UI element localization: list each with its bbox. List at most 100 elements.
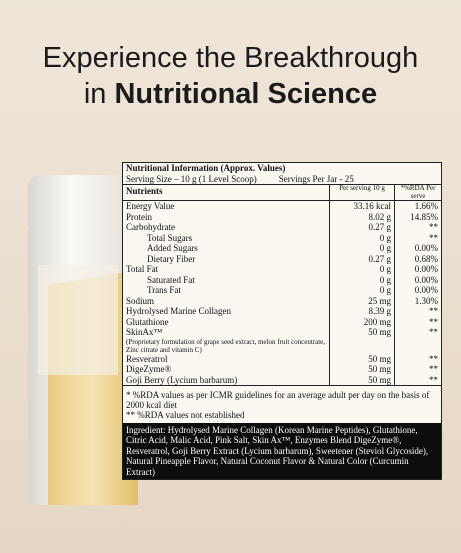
nutrient-name-cell: Resveratrol [123,354,330,365]
per-serving: 50 mg [329,364,395,375]
per-serving: 0 g [329,274,395,285]
nutrient-row: Sodium 25 mg 1.30% [123,295,441,307]
nutrient-name-cell: Added Sugars [123,243,330,254]
nutrient-row: Total Sugars 0 g ** [123,232,441,244]
nutrient-name: Saturated Fat [147,274,195,285]
nutrient-name: DigeZyme® [126,364,172,374]
nutrient-name: Sodium [126,295,155,306]
rda: ** [394,374,441,385]
per-serving: 0 g [329,232,395,243]
per-serving: 33.16 kcal [329,200,395,212]
nutrient-name: Goji Berry (Lycium barbarum) [126,374,238,385]
rda: 0.68% [394,253,441,264]
nutrient-name: Dietary Fiber [147,253,196,264]
footnotes: * %RDA values as per ICMR guidelines for… [123,385,441,422]
column-header: Nutrients [123,185,330,201]
header-row: Nutrients Per serving 10 g *%RDA Per serve [123,184,441,201]
nutrient-row: DigeZyme® 50 mg ** [123,364,441,375]
per-serving: 0.27 g [329,222,395,233]
rda: ** [394,222,441,233]
nutrient-name: Energy Value [126,201,175,211]
rda: ** [394,232,441,243]
nutrient-name: Protein [126,211,152,222]
nutrient-row: Added Sugars 0 g 0.00% [123,243,441,254]
jar-lid [28,175,138,235]
nutrient-name: Resveratrol [126,353,168,364]
nutrient-name: Added Sugars [147,243,198,253]
nutrient-row: Glutathione 200 mg ** [123,316,441,328]
jar-label-panel [38,265,118,375]
per-serving: 8.02 g [329,211,395,222]
nutrient-name-cell: Protein [123,212,330,223]
nutrient-name-cell: Glutathione [123,317,330,328]
headline-bold: Nutritional Science [114,78,378,110]
rda: ** [394,316,441,327]
rda: 0.00% [394,274,441,285]
nutrient-name: SkinAx™ [126,327,163,337]
servings-per-jar: Servings Per Jar - 25 [278,173,354,184]
nutrient-note: (Proprietary formulation of grape seed e… [126,337,326,354]
per-serving: 0 g [329,285,395,296]
nutrition-panel: Nutritional Information (Approx. Values)… [122,162,442,480]
nutrient-name-cell: Carbohydrate [123,222,330,233]
nutrient-row: Goji Berry (Lycium barbarum) 50 mg ** [123,374,441,386]
nutrient-name-cell: Energy Value [123,201,330,212]
ingredients: Ingredient: Hydrolysed Marine Collagen (… [123,422,441,479]
nutrient-name: Hydrolysed Marine Collagen [126,306,231,316]
rda: 0.00% [394,243,441,254]
nutrient-name-cell: SkinAx™ (Proprietary formulation of grape… [123,327,330,354]
rda: 0.00% [394,264,441,275]
nutrient-name-cell: Sodium [123,296,330,307]
serving-line: Serving Size – 10 g (1 Level Scoop) Servi… [126,174,438,185]
per-serving: 0 g [329,264,395,275]
rda: 0.00% [394,285,441,296]
nutrient-name-cell: Hydrolysed Marine Collagen [123,306,330,317]
nutrient-name-cell: Total Sugars [123,233,330,244]
nutrient-name-cell: Total Fat [123,264,330,275]
headline: Experience the Breakthrough in Nutritiona… [0,40,461,112]
headline-line: Experience the Breakthrough [42,42,419,74]
nutrient-row: Energy Value 33.16 kcal 1.66% [123,200,441,212]
nutrient-name-cell: Saturated Fat [123,275,330,286]
rda: 1.30% [394,295,441,306]
rda: ** [394,306,441,317]
nutrient-row: Carbohydrate 0.27 g ** [123,222,441,233]
nutrient-row: Resveratrol 50 mg ** [123,353,441,365]
nutrient-row: Trans Fat 0 g 0.00% [123,285,441,296]
footnote: ** %RDA values not established [126,410,245,420]
column-header: *%RDA Per serve [394,184,441,201]
headline-prefix: in [83,78,107,110]
nutrition-table: Nutrients Per serving 10 g *%RDA Per serve… [123,184,441,386]
per-serving: 8.39 g [329,306,395,317]
nutrient-name: Glutathione [126,316,169,327]
nutrient-row: Saturated Fat 0 g 0.00% [123,274,441,286]
nutrient-row: Dietary Fiber 0.27 g 0.68% [123,253,441,265]
nutrient-name-cell: Trans Fat [123,285,330,296]
rda: 1.66% [394,200,441,212]
nutrient-row: Protein 8.02 g 14.85% [123,211,441,223]
per-serving: 50 mg [329,374,395,385]
per-serving: 50 mg [329,327,395,354]
panel-header: Nutritional Information (Approx. Values)… [123,163,441,185]
per-serving: 200 mg [329,316,395,327]
nutrient-name-cell: DigeZyme® [123,364,330,375]
column-header: Per serving 10 g [329,184,395,201]
footnote: * %RDA values as per ICMR guidelines for… [126,390,430,410]
serving-size: Serving Size – 10 g (1 Level Scoop) [126,173,257,184]
product-jar [28,175,138,505]
nutrient-row: Total Fat 0 g 0.00% [123,264,441,275]
nutrient-name: Total Fat [126,264,159,274]
nutrient-name: Trans Fat [147,285,181,295]
panel-title: Nutritional Information (Approx. Values) [126,163,286,173]
rda: ** [394,353,441,364]
nutrient-name: Total Sugars [147,232,193,243]
rda: ** [394,364,441,375]
rda: ** [394,327,441,354]
per-serving: 0.27 g [329,253,395,264]
per-serving: 25 mg [329,295,395,306]
nutrient-name: Carbohydrate [126,222,175,232]
nutrient-name-cell: Dietary Fiber [123,254,330,265]
per-serving: 0 g [329,243,395,254]
nutrient-name-cell: Goji Berry (Lycium barbarum) [123,375,330,386]
